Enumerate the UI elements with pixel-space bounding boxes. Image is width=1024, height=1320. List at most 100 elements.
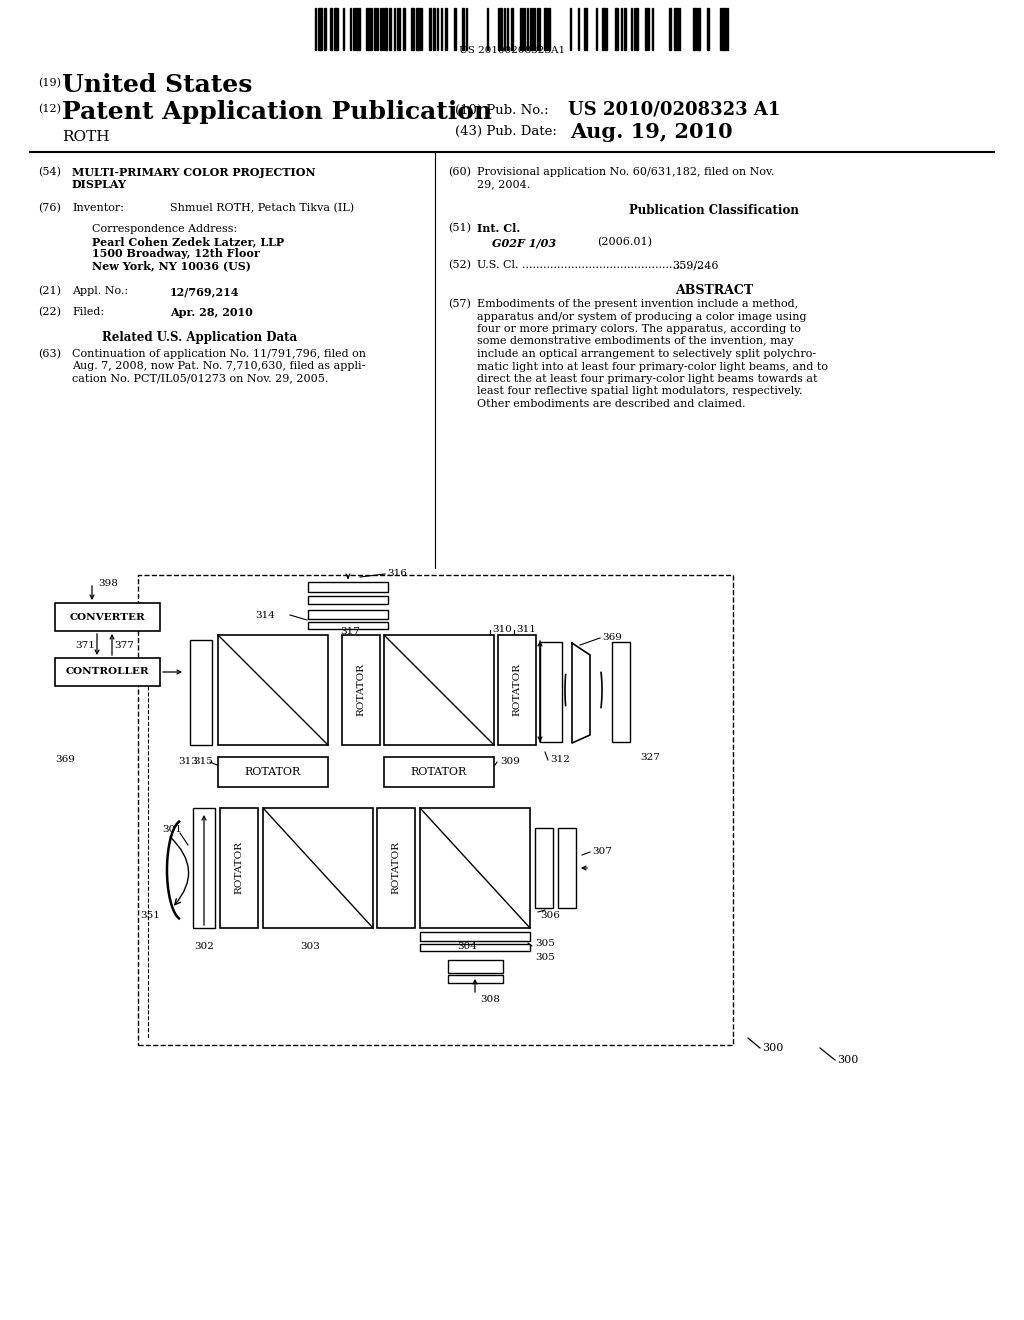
Text: 300: 300 bbox=[762, 1043, 783, 1053]
Bar bbox=[636, 8, 638, 50]
Text: 316: 316 bbox=[387, 569, 407, 578]
Bar bbox=[449, 975, 503, 983]
Text: matic light into at least four primary-color light beams, and to: matic light into at least four primary-c… bbox=[477, 362, 828, 371]
Bar bbox=[218, 635, 328, 744]
Bar bbox=[342, 635, 380, 744]
Text: U.S. Cl. .....................................................: U.S. Cl. ...............................… bbox=[477, 260, 708, 271]
Bar bbox=[433, 8, 435, 50]
Text: ROTATOR: ROTATOR bbox=[411, 767, 467, 777]
Bar bbox=[389, 8, 391, 50]
Text: 311: 311 bbox=[516, 626, 536, 635]
Bar bbox=[602, 8, 605, 50]
Text: ROTH: ROTH bbox=[62, 129, 110, 144]
Text: US 20100208323A1: US 20100208323A1 bbox=[459, 46, 565, 55]
Bar bbox=[308, 622, 388, 630]
Bar bbox=[454, 8, 456, 50]
Text: 315: 315 bbox=[193, 758, 213, 767]
Text: (43) Pub. Date:: (43) Pub. Date: bbox=[455, 125, 557, 139]
Text: include an optical arrangement to selectively split polychro-: include an optical arrangement to select… bbox=[477, 348, 816, 359]
Text: 310: 310 bbox=[492, 626, 512, 635]
Bar bbox=[535, 828, 553, 908]
Bar bbox=[558, 828, 575, 908]
Text: (52): (52) bbox=[449, 260, 471, 271]
Bar bbox=[511, 8, 513, 50]
Text: 29, 2004.: 29, 2004. bbox=[477, 180, 530, 189]
Bar bbox=[374, 8, 376, 50]
Text: Aug. 7, 2008, now Pat. No. 7,710,630, filed as appli-: Aug. 7, 2008, now Pat. No. 7,710,630, fi… bbox=[72, 360, 366, 371]
Bar bbox=[548, 8, 550, 50]
Text: (12): (12) bbox=[38, 104, 61, 115]
Text: Appl. No.:: Appl. No.: bbox=[72, 286, 128, 296]
Bar bbox=[698, 8, 700, 50]
Text: 303: 303 bbox=[300, 942, 319, 950]
Text: (63): (63) bbox=[38, 348, 61, 359]
Bar bbox=[308, 610, 388, 619]
Text: 327: 327 bbox=[640, 754, 659, 763]
Bar bbox=[420, 944, 530, 950]
Bar bbox=[403, 8, 406, 50]
Text: Shmuel ROTH, Petach Tikva (IL): Shmuel ROTH, Petach Tikva (IL) bbox=[170, 203, 354, 214]
Bar bbox=[218, 756, 328, 787]
Bar bbox=[334, 8, 338, 50]
Text: US 2010/0208323 A1: US 2010/0208323 A1 bbox=[568, 100, 780, 117]
Text: CONVERTER: CONVERTER bbox=[70, 612, 144, 622]
Text: CONTROLLER: CONTROLLER bbox=[66, 668, 148, 676]
Text: (51): (51) bbox=[449, 223, 471, 234]
Text: (22): (22) bbox=[38, 308, 61, 317]
Bar bbox=[55, 603, 160, 631]
Text: some demonstrative embodiments of the invention, may: some demonstrative embodiments of the in… bbox=[477, 337, 794, 346]
Text: United States: United States bbox=[62, 73, 252, 96]
Text: (19): (19) bbox=[38, 78, 61, 88]
Text: direct the at least four primary-color light beams towards at: direct the at least four primary-color l… bbox=[477, 374, 817, 384]
Text: 398: 398 bbox=[98, 578, 118, 587]
Text: 359/246: 359/246 bbox=[672, 260, 719, 271]
Text: (54): (54) bbox=[38, 168, 61, 177]
Bar bbox=[645, 8, 647, 50]
Bar bbox=[384, 8, 387, 50]
Bar bbox=[377, 808, 415, 928]
Bar bbox=[330, 8, 332, 50]
Text: 314: 314 bbox=[255, 610, 275, 619]
Text: ROTATOR: ROTATOR bbox=[356, 664, 366, 717]
Text: 302: 302 bbox=[195, 942, 214, 950]
Text: 1500 Broadway, 12th Floor: 1500 Broadway, 12th Floor bbox=[92, 248, 260, 259]
Bar bbox=[416, 8, 420, 50]
Text: 305: 305 bbox=[535, 940, 555, 949]
Text: 371: 371 bbox=[75, 640, 95, 649]
Bar bbox=[429, 8, 431, 50]
Text: DISPLAY: DISPLAY bbox=[72, 180, 127, 190]
Text: 306: 306 bbox=[540, 912, 560, 920]
Bar bbox=[498, 635, 536, 744]
Bar bbox=[193, 808, 215, 928]
Text: 12/769,214: 12/769,214 bbox=[170, 286, 240, 297]
Text: Apr. 28, 2010: Apr. 28, 2010 bbox=[170, 308, 253, 318]
Text: Pearl Cohen Zedek Latzer, LLP: Pearl Cohen Zedek Latzer, LLP bbox=[92, 236, 284, 247]
Text: ROTATOR: ROTATOR bbox=[245, 767, 301, 777]
Text: 300: 300 bbox=[837, 1055, 858, 1065]
Bar bbox=[449, 960, 503, 973]
Bar bbox=[615, 8, 618, 50]
Bar bbox=[190, 640, 212, 744]
Bar bbox=[612, 642, 630, 742]
Text: (10) Pub. No.:: (10) Pub. No.: bbox=[455, 104, 549, 117]
Bar bbox=[707, 8, 709, 50]
Text: Publication Classification: Publication Classification bbox=[629, 205, 799, 216]
Bar bbox=[384, 635, 494, 744]
Text: 304: 304 bbox=[457, 942, 477, 950]
Text: Related U.S. Application Data: Related U.S. Application Data bbox=[102, 331, 297, 345]
Text: Aug. 19, 2010: Aug. 19, 2010 bbox=[570, 121, 732, 143]
Text: Other embodiments are described and claimed.: Other embodiments are described and clai… bbox=[477, 399, 745, 409]
Text: four or more primary colors. The apparatus, according to: four or more primary colors. The apparat… bbox=[477, 323, 801, 334]
Text: cation No. PCT/IL05/01273 on Nov. 29, 2005.: cation No. PCT/IL05/01273 on Nov. 29, 20… bbox=[72, 374, 329, 383]
Bar bbox=[693, 8, 697, 50]
Bar bbox=[674, 8, 678, 50]
Text: Inventor:: Inventor: bbox=[72, 203, 124, 213]
Text: (2006.01): (2006.01) bbox=[597, 238, 652, 247]
Bar bbox=[544, 8, 547, 50]
Text: G02F 1/03: G02F 1/03 bbox=[492, 238, 556, 248]
Text: 317: 317 bbox=[340, 627, 359, 636]
Text: 369: 369 bbox=[602, 634, 622, 643]
Text: 309: 309 bbox=[500, 758, 520, 767]
Text: 307: 307 bbox=[592, 847, 612, 857]
Text: ABSTRACT: ABSTRACT bbox=[675, 284, 753, 297]
